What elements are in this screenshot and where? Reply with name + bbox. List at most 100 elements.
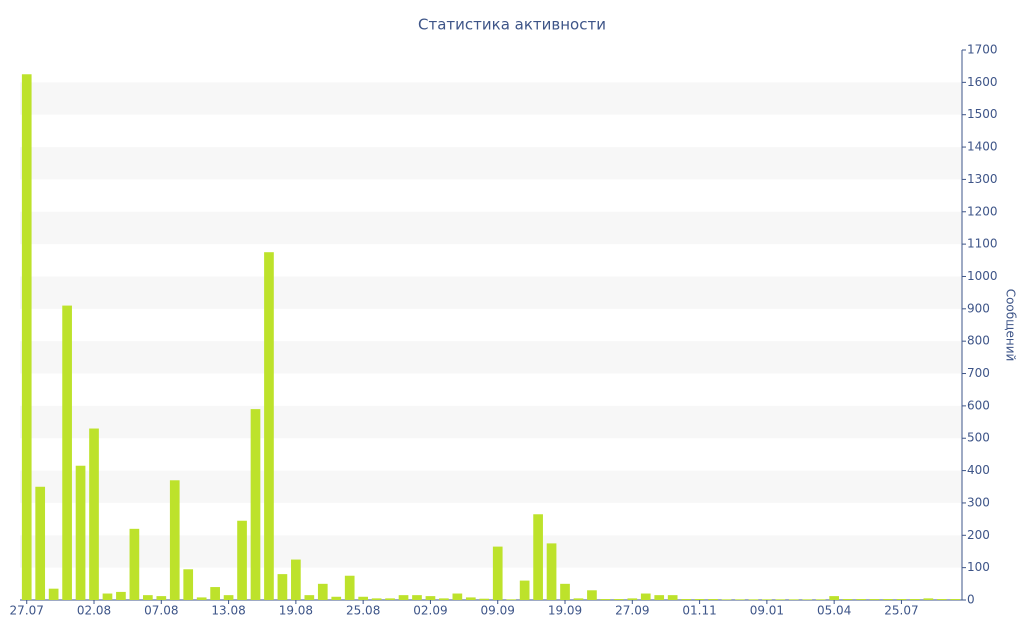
bar	[169, 480, 180, 600]
x-tick-label: 09.01	[750, 604, 784, 618]
x-tick-label: 02.08	[77, 604, 111, 618]
bar	[910, 599, 920, 600]
bar	[735, 599, 745, 600]
y-tick-label: 1000	[967, 269, 998, 283]
bar	[721, 599, 732, 600]
x-tick-label: 19.09	[548, 604, 582, 618]
grid-band	[20, 535, 962, 568]
bar	[452, 593, 463, 600]
y-tick-label: 100	[967, 560, 990, 574]
y-tick-label: 200	[967, 528, 990, 542]
grid-band	[20, 276, 962, 309]
bar	[129, 528, 140, 600]
bar	[869, 599, 880, 600]
bar	[89, 428, 99, 600]
bar	[102, 593, 113, 600]
bar	[600, 599, 611, 600]
grid-band	[20, 147, 962, 180]
grid-band	[20, 211, 962, 245]
bar	[896, 599, 907, 600]
bar	[506, 599, 517, 600]
grid-band	[20, 82, 962, 115]
bar	[667, 595, 678, 600]
bar	[412, 595, 422, 600]
y-tick-label: 700	[967, 366, 990, 380]
bar	[304, 595, 315, 600]
y-tick-label: 900	[967, 301, 990, 315]
bar	[694, 599, 705, 600]
x-tick-label: 13.08	[211, 604, 245, 618]
grid-band	[20, 405, 962, 439]
bar	[802, 599, 813, 600]
bar	[62, 305, 72, 600]
bar	[748, 599, 759, 600]
bar	[250, 409, 261, 600]
bar	[264, 252, 274, 601]
x-tick-label: 01.11	[682, 604, 716, 618]
y-tick-label: 1700	[967, 43, 998, 57]
bar	[546, 543, 557, 600]
bar	[439, 598, 449, 600]
grid-band	[20, 470, 962, 503]
bar	[116, 591, 126, 600]
bar	[196, 597, 207, 600]
bar	[291, 559, 301, 600]
y-tick-label: 1400	[967, 140, 998, 154]
bar	[842, 599, 853, 600]
bar	[142, 595, 153, 600]
bar	[923, 598, 934, 600]
bar	[465, 597, 476, 600]
bar	[950, 599, 961, 600]
bar	[573, 598, 584, 600]
bar	[358, 596, 369, 600]
y-tick-label: 800	[967, 334, 990, 348]
bar	[519, 580, 530, 600]
bar	[627, 598, 638, 600]
y-axis-label: Сообщений	[1004, 289, 1018, 362]
bar	[533, 514, 543, 600]
chart-title: Статистика активности	[418, 16, 606, 34]
x-tick-label: 02.09	[413, 604, 447, 618]
y-tick-label: 0	[967, 593, 975, 607]
y-tick-label: 1500	[967, 107, 998, 121]
bar	[237, 520, 247, 600]
bar	[75, 465, 86, 600]
bar	[560, 583, 570, 600]
bar	[492, 546, 503, 600]
bar	[708, 599, 718, 600]
bar	[815, 599, 826, 600]
bar	[640, 593, 651, 600]
bar	[223, 595, 234, 600]
x-tick-label: 07.08	[144, 604, 178, 618]
y-tick-label: 500	[967, 431, 990, 445]
grid-band	[20, 341, 962, 374]
bar	[331, 596, 342, 600]
bar	[35, 486, 46, 600]
bar	[788, 599, 799, 600]
y-tick-label: 1100	[967, 237, 998, 251]
bar	[48, 588, 59, 600]
bar	[398, 595, 409, 600]
bar	[479, 598, 490, 600]
bar	[681, 599, 691, 600]
bar	[385, 598, 395, 600]
y-tick-label: 600	[967, 398, 990, 412]
bar	[613, 599, 624, 600]
bar	[425, 596, 436, 600]
bar	[156, 596, 167, 600]
x-tick-label: 25.07	[884, 604, 918, 618]
bar	[775, 599, 786, 600]
y-tick-label: 400	[967, 463, 990, 477]
bar	[371, 598, 382, 600]
bar	[654, 595, 665, 600]
x-tick-label: 27.07	[10, 604, 44, 618]
bar	[936, 599, 947, 600]
y-tick-label: 1300	[967, 172, 998, 186]
x-tick-label: 19.08	[279, 604, 313, 618]
x-tick-label: 09.09	[481, 604, 515, 618]
bar	[856, 599, 866, 600]
bar	[762, 599, 772, 600]
x-tick-label: 25.08	[346, 604, 380, 618]
bar	[277, 574, 288, 600]
